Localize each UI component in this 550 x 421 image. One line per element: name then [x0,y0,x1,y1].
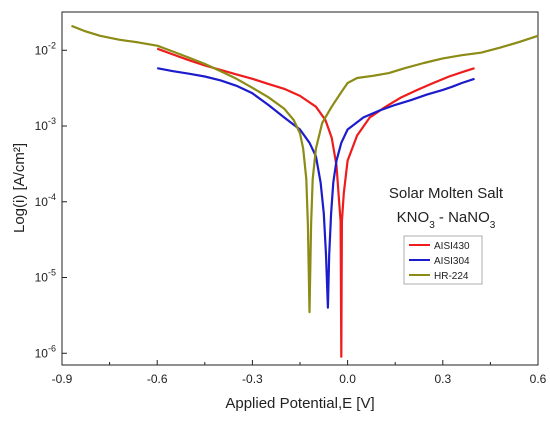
series-line-aisi304 [156,67,475,309]
tick-labels-layer: -0.9 -0.6 -0.3 0.0 0.3 0.6 10-6 10-5 10-4 10-3 10-… [35,40,547,386]
series-line-aisi430 [156,47,475,358]
x-axis-label: Applied Potential,E [V] [225,395,374,412]
annotation-line-2: KNO3 - NaNO3 [397,209,496,231]
y-tick-label: 10-2 [35,40,56,57]
legend: AISI430 AISI304 HR-224 [403,235,483,285]
x-tick-label: -0.6 [147,372,168,386]
ticks-layer [61,49,539,365]
y-tick-label: 10-6 [35,343,56,360]
x-tick-label: 0.6 [530,372,547,386]
legend-label-hr224: HR-224 [434,271,469,282]
y-tick-label: 10-4 [35,192,56,209]
x-tick-label: 0.3 [434,372,451,386]
y-tick-label: 10-3 [35,116,56,133]
x-tick-label: -0.3 [242,372,263,386]
y-tick-label: 10-5 [35,268,56,285]
y-axis-label: Log(i) [A/cm²] [11,143,28,233]
legend-label-aisi304: AISI304 [434,256,470,267]
series-layer [71,24,539,358]
x-tick-label: 0.0 [339,372,356,386]
annotation-line-1: Solar Molten Salt [389,185,504,202]
x-tick-label: -0.9 [52,372,73,386]
legend-label-aisi430: AISI430 [434,241,470,252]
series-line-hr224 [71,24,539,314]
